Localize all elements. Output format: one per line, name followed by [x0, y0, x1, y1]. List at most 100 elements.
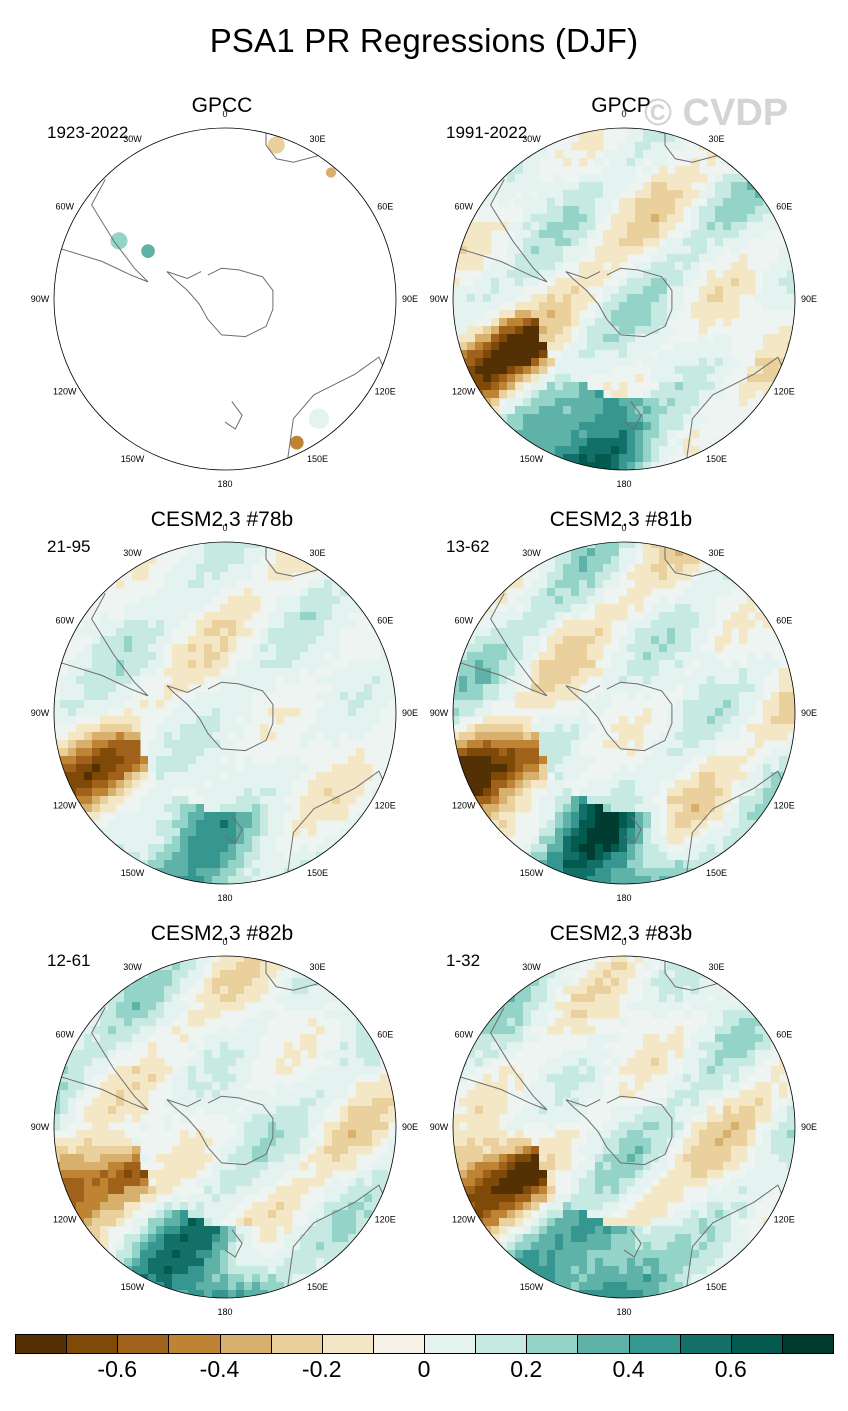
panel-period: 21-95 — [47, 537, 91, 556]
longitude-label: 30W — [522, 134, 541, 144]
polar-map: 0 30E 60E 90E 120E 150E 180 150W 120W 90W 60W 30W — [31, 109, 418, 489]
longitude-label: 0 — [222, 937, 227, 947]
polar-map: 0 30E 60E 90E 120E 150E 180 150W 120W 90W 60W 30W — [430, 109, 817, 489]
colorbar-cell — [526, 1334, 579, 1354]
colorbar-tick-label: -0.4 — [199, 1356, 240, 1382]
longitude-label: 60E — [776, 202, 792, 212]
panel-period: 13-62 — [446, 537, 490, 556]
longitude-label: 60W — [455, 1030, 474, 1040]
longitude-label: 120W — [53, 387, 77, 397]
longitude-label: 180 — [616, 1307, 631, 1317]
longitude-label: 90W — [430, 708, 449, 718]
longitude-label: 150W — [121, 1282, 145, 1292]
colorbar-cell — [321, 1334, 374, 1354]
map-panel-cesm78b: CESM2.3 #78b 21-95 0 30E 60E 90E 120E 150E 180… — [31, 508, 452, 940]
colorbar-tick-label: -0.2 — [301, 1356, 342, 1382]
map-boundary — [452, 127, 796, 471]
colorbar-cell — [168, 1334, 221, 1354]
longitude-label: 0 — [222, 109, 227, 119]
longitude-label: 60W — [56, 616, 75, 626]
colorbar-cell — [475, 1334, 528, 1354]
longitude-label: 60W — [455, 616, 474, 626]
longitude-label: 0 — [621, 523, 626, 533]
longitude-label: 120W — [452, 387, 476, 397]
map-panel-cesm82b: CESM2.3 #82b 12-61 0 30E 60E 90E 120E 150E 180… — [31, 922, 452, 1354]
colorbar-cell — [117, 1334, 170, 1354]
longitude-label: 60W — [455, 202, 474, 212]
longitude-label: 60W — [56, 1030, 75, 1040]
panel-title: GPCC — [191, 94, 253, 117]
longitude-label: 90W — [430, 294, 449, 304]
longitude-label: 90E — [402, 294, 418, 304]
panel-title: CESM2.3 #82b — [150, 922, 294, 945]
longitude-label: 90W — [31, 708, 50, 718]
colorbar-cell — [730, 1334, 783, 1354]
colorbar-cell — [15, 1334, 68, 1354]
longitude-label: 90W — [31, 294, 50, 304]
colorbar-cell — [219, 1334, 272, 1354]
longitude-label: 150E — [307, 1282, 328, 1292]
panel-title: CESM2.3 #83b — [549, 922, 693, 945]
longitude-label: 30W — [123, 134, 142, 144]
colorbar-cell — [270, 1334, 323, 1354]
map-panel-gpcc: GPCC 1923-2022 0 30E 60E 90E 120E 150E 180 150W… — [31, 94, 452, 526]
polar-map: 0 30E 60E 90E 120E 150E 180 150W 120W 90W 60W 30W — [31, 937, 418, 1317]
longitude-label: 60E — [377, 1030, 393, 1040]
panel-title: CESM2.3 #81b — [549, 508, 693, 531]
colorbar — [15, 1334, 834, 1356]
panel-period: 1-32 — [446, 951, 481, 970]
precip-field — [54, 542, 396, 884]
map-boundary — [452, 955, 796, 1299]
panel-period: 12-61 — [47, 951, 91, 970]
longitude-label: 90E — [801, 708, 817, 718]
longitude-label: 60W — [56, 202, 75, 212]
map-panel-cesm81b: CESM2.3 #81b 13-62 0 30E 60E 90E 120E 150E 180… — [430, 508, 848, 940]
cvdp-watermark: © CVDP — [644, 92, 789, 134]
longitude-label: 60E — [377, 616, 393, 626]
polar-map: 0 30E 60E 90E 120E 150E 180 150W 120W 90W 60W 30W — [430, 937, 817, 1317]
colorbar-cell — [372, 1334, 425, 1354]
colorbar-cell — [66, 1334, 119, 1354]
longitude-label: 180 — [217, 1307, 232, 1317]
longitude-label: 30W — [522, 962, 541, 972]
longitude-label: 90W — [31, 1122, 50, 1132]
map-boundary — [53, 127, 397, 471]
longitude-label: 0 — [621, 109, 626, 119]
colorbar-cell — [577, 1334, 630, 1354]
colorbar-tick-label: 0.2 — [510, 1356, 543, 1382]
precip-field — [453, 542, 795, 884]
longitude-label: 0 — [621, 937, 626, 947]
longitude-label: 90E — [801, 294, 817, 304]
longitude-label: 120E — [375, 801, 396, 811]
map-boundary — [53, 541, 397, 885]
precip-field — [453, 128, 795, 470]
longitude-label: 0 — [222, 523, 227, 533]
longitude-label: 30W — [123, 962, 142, 972]
map-panel-gpcp: GPCP 1991-2022 0 30E 60E 90E 120E 150E 180 150W… — [430, 94, 848, 526]
longitude-label: 180 — [616, 893, 631, 903]
longitude-label: 30W — [522, 548, 541, 558]
longitude-label: 120E — [375, 1215, 396, 1225]
panel-title: CESM2.3 #78b — [150, 508, 294, 531]
map-panel-cesm83b: CESM2.3 #83b 1-32 0 30E 60E 90E 120E 150E 180 1… — [430, 922, 848, 1354]
colorbar-tick-label: -0.6 — [97, 1356, 138, 1382]
longitude-label: 90E — [402, 1122, 418, 1132]
longitude-label: 90E — [402, 708, 418, 718]
panel-title: GPCP — [591, 94, 651, 117]
longitude-label: 180 — [217, 893, 232, 903]
longitude-label: 60E — [776, 616, 792, 626]
longitude-label: 30E — [309, 548, 325, 558]
longitude-label: 30E — [708, 548, 724, 558]
longitude-label: 60E — [776, 1030, 792, 1040]
longitude-label: 150E — [706, 868, 727, 878]
panel-period: 1991-2022 — [446, 123, 528, 142]
map-boundary — [53, 955, 397, 1299]
figure-title: PSA1 PR Regressions (DJF) — [209, 22, 639, 59]
longitude-label: 150W — [121, 868, 145, 878]
longitude-label: 150W — [121, 454, 145, 464]
longitude-label: 30W — [123, 548, 142, 558]
longitude-label: 150E — [706, 454, 727, 464]
precip-field — [453, 956, 795, 1298]
longitude-label: 120E — [774, 1215, 795, 1225]
panel-period: 1923-2022 — [47, 123, 129, 142]
